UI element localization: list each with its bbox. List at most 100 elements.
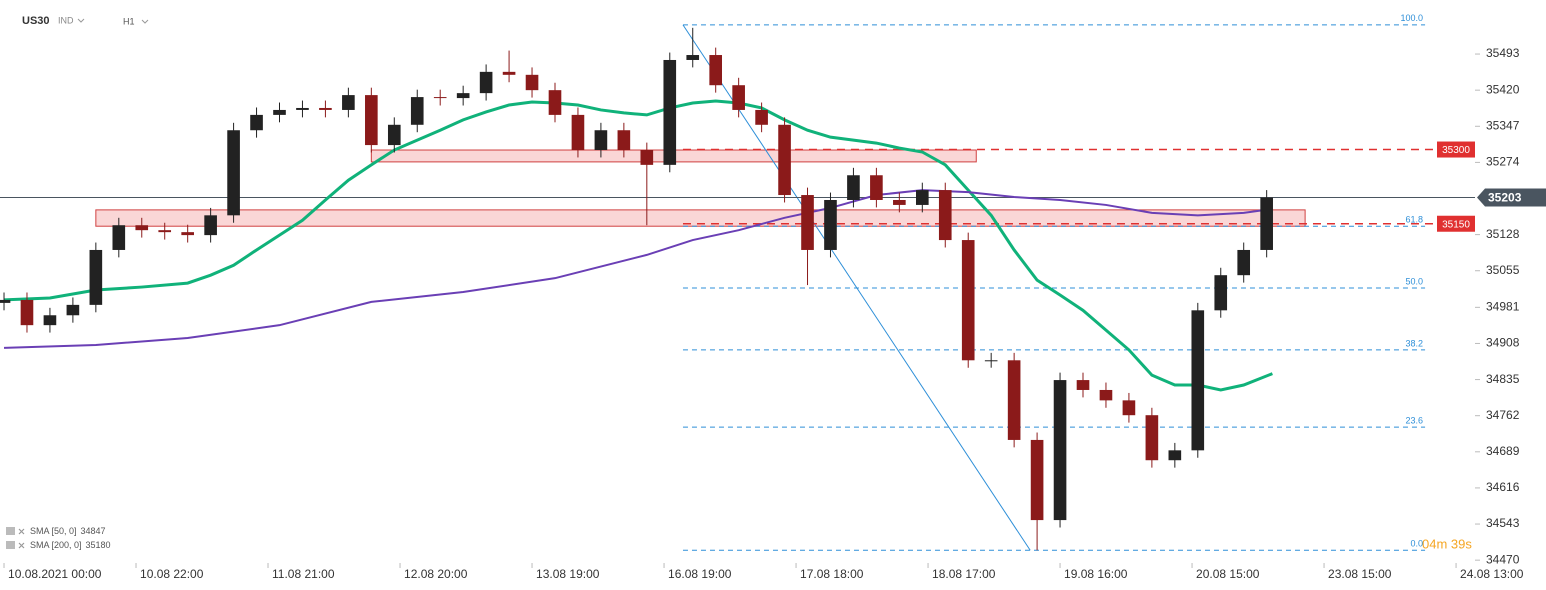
- x-tick-label: 20.08 15:00: [1196, 567, 1260, 581]
- y-tick-label: 34470: [1486, 552, 1520, 566]
- candle-body: [1099, 389, 1113, 401]
- candle-body: [709, 55, 723, 86]
- fib-label: 100.0: [1401, 13, 1424, 23]
- y-tick-label: 34689: [1486, 444, 1520, 458]
- legend-value: 35180: [86, 540, 111, 550]
- y-tick-label: 34616: [1486, 480, 1520, 494]
- price-level-label: 35150: [1442, 219, 1470, 230]
- x-tick-label: 16.08 19:00: [668, 567, 732, 581]
- fib-label: 0.0: [1411, 539, 1424, 549]
- candle-body: [594, 130, 608, 151]
- candle-body: [479, 71, 493, 94]
- x-tick-label: 13.08 19:00: [536, 567, 600, 581]
- y-tick-label: 34762: [1486, 408, 1520, 422]
- x-tick-label: 24.08 13:00: [1460, 567, 1524, 581]
- y-tick-label: 34543: [1486, 516, 1520, 530]
- legend-remove[interactable]: [18, 542, 25, 549]
- legend-entry: SMA [50, 0] 34847: [30, 526, 106, 536]
- candle-body: [571, 114, 585, 151]
- candle-body: [663, 59, 677, 165]
- y-tick-label: 34908: [1486, 336, 1520, 350]
- candle-body: [617, 130, 631, 151]
- candle-body: [89, 249, 103, 305]
- candle-body: [1053, 380, 1067, 521]
- candle-body: [801, 195, 814, 250]
- candle-body: [365, 95, 378, 146]
- legend-icon: [6, 541, 15, 549]
- y-tick-label: 35347: [1486, 118, 1520, 132]
- candle-body: [296, 107, 309, 110]
- fib-label: 23.6: [1406, 415, 1424, 425]
- x-tick-label: 18.08 17:00: [932, 567, 996, 581]
- candle-body: [870, 175, 883, 200]
- candle-body: [227, 130, 240, 216]
- candle-body: [1168, 450, 1182, 461]
- candle-body: [250, 114, 263, 131]
- y-tick-label: 35420: [1486, 82, 1520, 96]
- x-tick-label: 11.08 21:00: [272, 567, 335, 581]
- candle-body: [1191, 310, 1205, 451]
- x-tick-label: 17.08 18:00: [800, 567, 864, 581]
- candle-body: [915, 190, 929, 205]
- dropdown-icon[interactable]: [77, 18, 85, 23]
- candle-body: [755, 109, 768, 125]
- candle-body: [1214, 275, 1228, 311]
- candle-body: [984, 360, 998, 362]
- timeframe[interactable]: H1: [123, 16, 135, 26]
- fib-label: 38.2: [1406, 338, 1424, 348]
- legend-entry: SMA [200, 0] 35180: [30, 540, 111, 550]
- legend-name: SMA [50, 0]: [30, 526, 77, 536]
- candle-body: [548, 90, 562, 115]
- candle-body: [20, 299, 34, 326]
- dropdown-icon[interactable]: [141, 19, 149, 24]
- candle-body: [158, 230, 172, 233]
- y-tick-label: 35128: [1486, 227, 1520, 241]
- candle-body: [181, 232, 194, 236]
- fib-trend-line: [682, 24, 1031, 551]
- candle-body: [43, 315, 57, 326]
- candle-body: [778, 124, 791, 196]
- current-price-label: 35203: [1488, 191, 1522, 205]
- y-tick-label: 35055: [1486, 263, 1520, 277]
- candle-body: [1122, 400, 1136, 416]
- price-level-label: 35300: [1442, 145, 1470, 156]
- x-tick-label: 19.08 16:00: [1064, 567, 1128, 581]
- candle-body: [1030, 439, 1044, 521]
- legend-remove[interactable]: [18, 528, 25, 535]
- candle-body: [525, 74, 539, 91]
- candle-body: [1076, 380, 1090, 390]
- market: IND: [58, 15, 74, 25]
- fib-label: 61.8: [1406, 215, 1424, 225]
- x-tick-label: 23.08 15:00: [1328, 567, 1392, 581]
- candle-body: [456, 93, 470, 99]
- candle-body: [1260, 197, 1273, 250]
- legend-value: 34847: [81, 526, 106, 536]
- candle-body: [893, 199, 906, 205]
- candle-body: [433, 97, 447, 99]
- candle-body: [732, 85, 745, 110]
- candle-body: [1007, 360, 1021, 440]
- candle-body: [1237, 249, 1251, 276]
- candle-body: [342, 95, 355, 110]
- y-tick-label: 35274: [1486, 155, 1520, 169]
- x-tick-label: 10.08.2021 00:00: [8, 567, 102, 581]
- candle-body: [640, 150, 654, 165]
- support-resistance-zone: [95, 209, 1306, 227]
- candle-body: [135, 225, 149, 231]
- y-tick-label: 34981: [1486, 300, 1520, 314]
- price-level-tag: [1437, 141, 1475, 158]
- symbol[interactable]: US30: [22, 15, 50, 27]
- candle-body: [387, 124, 401, 146]
- sma-line: [3, 99, 1273, 392]
- candle-body: [686, 55, 700, 60]
- candle-body: [204, 215, 217, 236]
- y-tick-label: 35493: [1486, 46, 1520, 60]
- candle-body: [502, 71, 516, 75]
- candle-body: [847, 175, 860, 200]
- current-price-tag: [1477, 188, 1546, 207]
- candle-timer: 04m 39s: [1422, 536, 1472, 551]
- candle-body: [112, 225, 126, 250]
- candle-body: [938, 190, 952, 241]
- legend-name: SMA [200, 0]: [30, 540, 82, 550]
